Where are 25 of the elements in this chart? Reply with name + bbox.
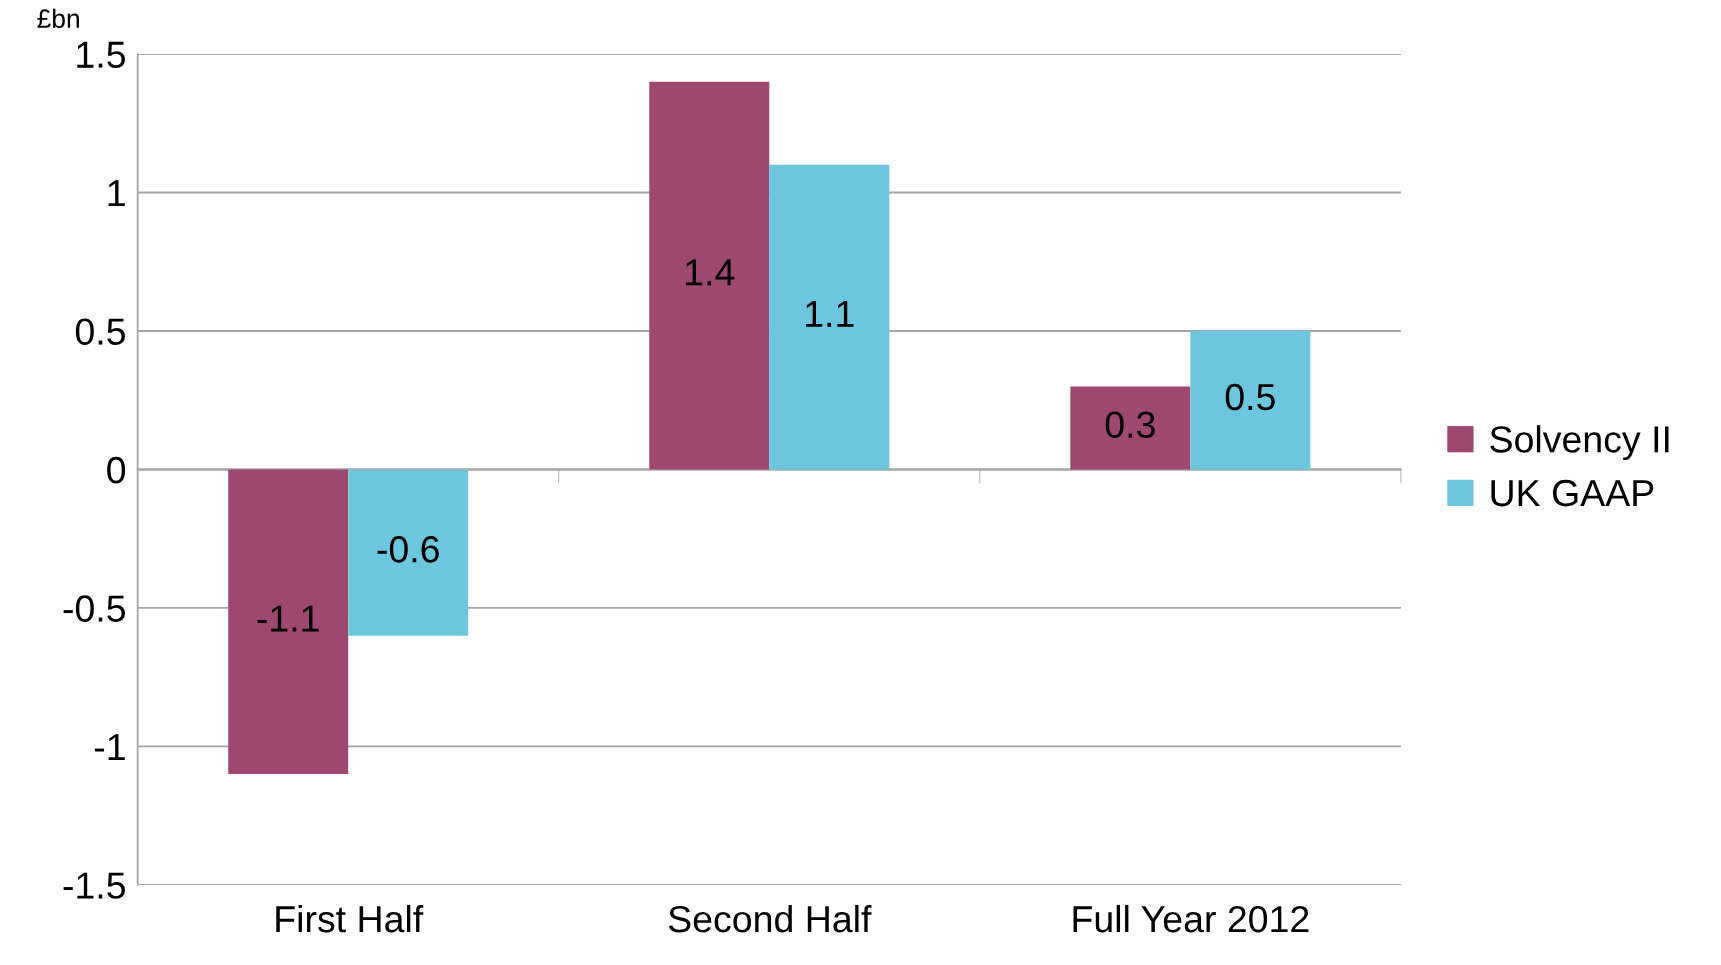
bar	[348, 469, 469, 636]
bar	[1070, 386, 1191, 470]
data-label: -1.1	[257, 605, 319, 632]
x-tick-label: First Half	[276, 904, 424, 933]
y-axis-title: £bn	[37, 8, 79, 29]
x-tick-label: Second Half	[668, 904, 872, 933]
data-label: -0.6	[377, 536, 439, 563]
bar	[649, 81, 770, 470]
y-tick-label: 1	[108, 180, 125, 207]
bar	[769, 164, 890, 470]
y-tick-label: -1	[94, 734, 125, 761]
y-tick-label: 1.5	[77, 41, 125, 68]
y-tick-label: 0.5	[75, 318, 125, 345]
data-label: 1.1	[806, 301, 854, 327]
data-label: 0.3	[1105, 411, 1155, 438]
bar	[1190, 331, 1311, 470]
legend-label: Solvency II	[1490, 425, 1669, 461]
x-tick-label: Full Year 2012	[1073, 904, 1309, 933]
bar	[228, 469, 349, 775]
y-tick-label: -1.5	[63, 872, 125, 899]
data-label: 0.5	[1225, 383, 1275, 411]
y-tick-label: -0.5	[63, 595, 125, 622]
data-label: 1.4	[686, 259, 735, 286]
y-tick-label: 0	[107, 456, 126, 484]
legend-label: UK GAAP	[1491, 479, 1654, 507]
